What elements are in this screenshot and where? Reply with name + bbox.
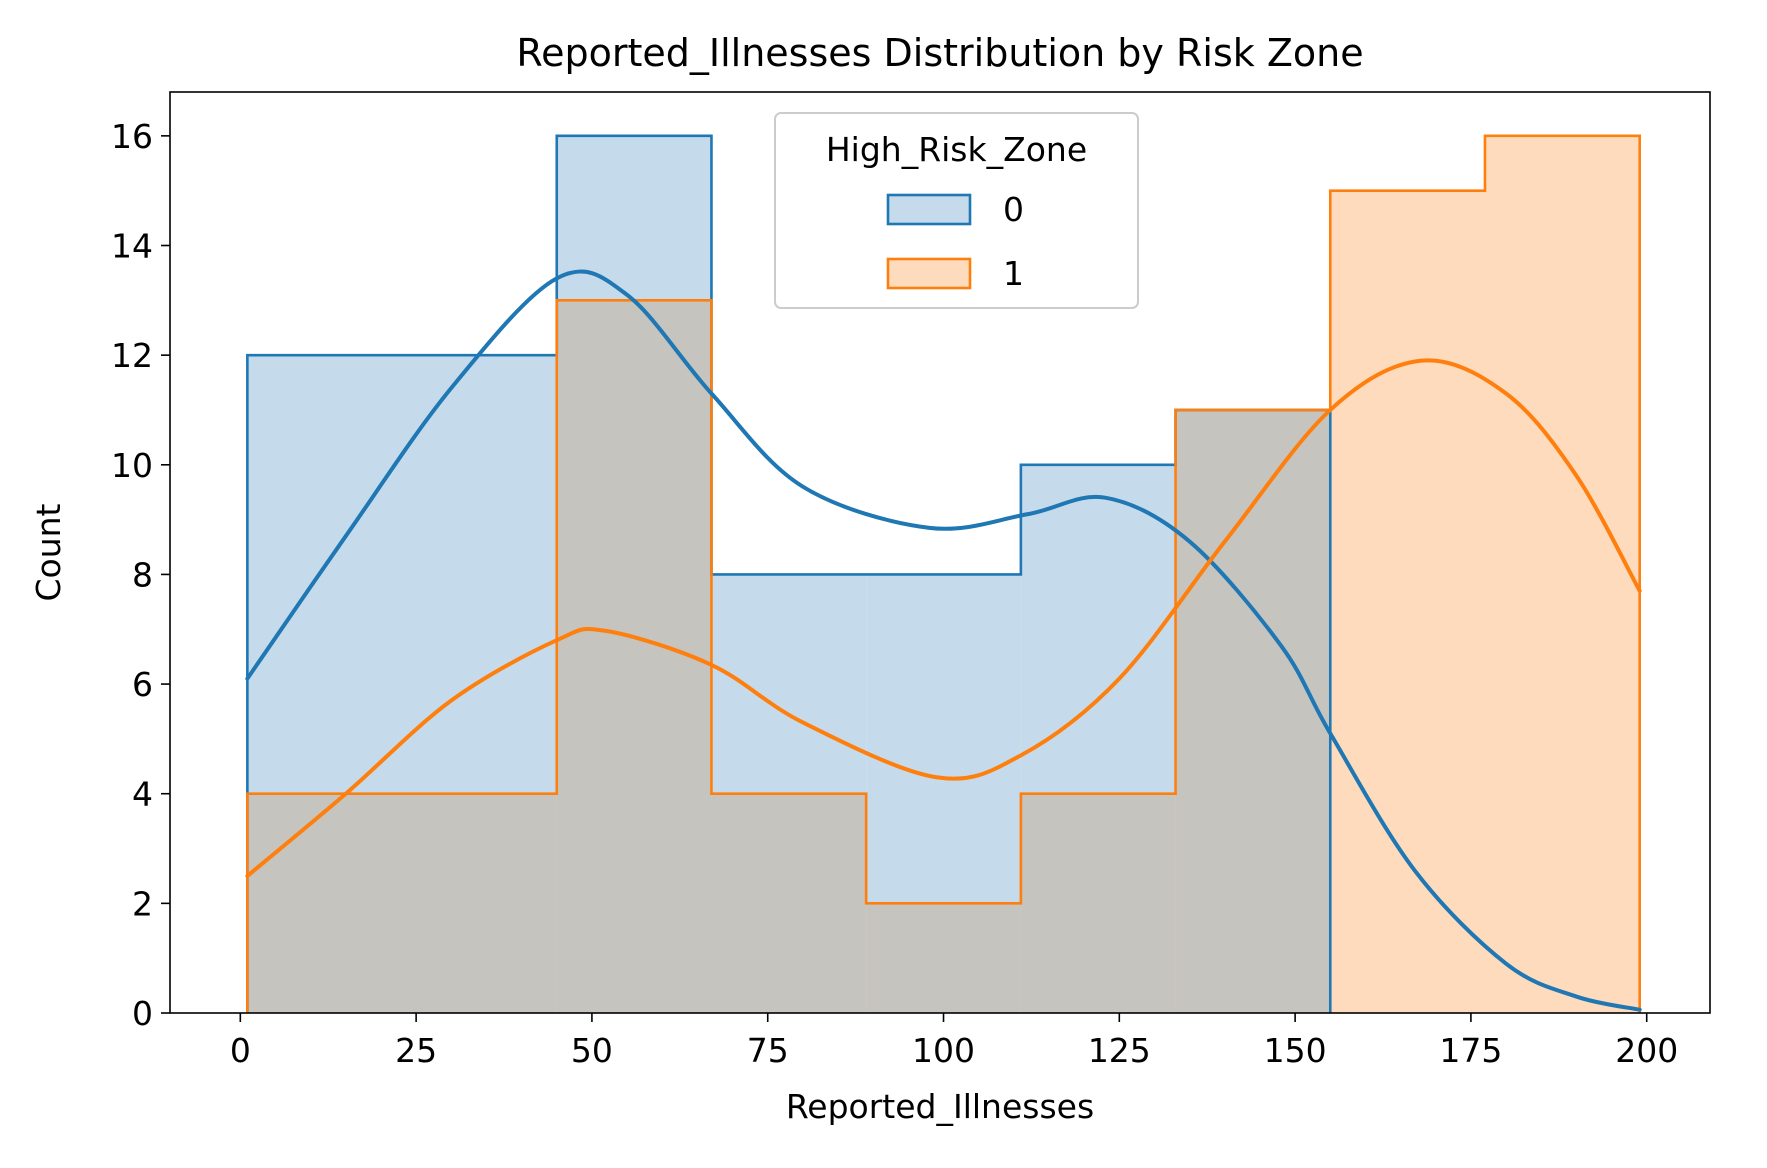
x-axis-ticks: 0 25 50 75 100 125 150 175 200 <box>230 1013 1678 1070</box>
bar-overlap-bin1 <box>556 300 712 1014</box>
legend-swatch-0 <box>886 193 972 226</box>
bar-overlap-bin3 <box>866 903 1021 1013</box>
bar-overlap-bin2 <box>711 793 867 1013</box>
y-axis-ticks: 0 2 4 6 8 10 12 14 16 <box>111 117 170 1033</box>
y-tick-label: 0 <box>132 994 153 1033</box>
hist-outline-series-1 <box>246 134 1641 1013</box>
x-tick-label: 25 <box>395 1031 437 1070</box>
x-tick-label: 75 <box>747 1031 789 1070</box>
y-tick-label: 2 <box>132 884 153 923</box>
y-axis-label: Count <box>29 503 68 601</box>
y-tick-label: 12 <box>111 336 153 375</box>
y-tick-label: 14 <box>111 227 153 266</box>
kde-curve-layer <box>245 269 1642 1012</box>
y-tick-label: 8 <box>132 555 153 594</box>
legend: High_Risk_Zone 01 <box>774 112 1139 309</box>
histogram-outline-layer <box>246 134 1641 1013</box>
legend-title: High_Risk_Zone <box>826 130 1087 169</box>
x-tick-label: 150 <box>1264 1031 1327 1070</box>
plot-area-frame <box>169 91 1711 1014</box>
legend-label-1: 1 <box>1003 254 1024 293</box>
x-axis-label: Reported_Illnesses <box>786 1087 1094 1126</box>
y-tick-label: 10 <box>111 446 153 485</box>
bar-overlap-bin5 <box>1175 409 1331 1013</box>
y-tick-label: 6 <box>132 665 153 704</box>
x-tick-label: 100 <box>912 1031 975 1070</box>
bar-fill-s1-bin7 <box>1484 135 1640 1013</box>
x-tick-label: 200 <box>1615 1031 1678 1070</box>
legend-label-0: 0 <box>1003 190 1024 229</box>
x-tick-label: 0 <box>230 1031 251 1070</box>
bar-overlap-bin4 <box>1020 793 1176 1013</box>
legend-entries: 01 <box>886 190 1024 293</box>
kde-curve-series-1 <box>245 358 1642 878</box>
kde-curve-series-0 <box>245 269 1642 1012</box>
x-tick-label: 175 <box>1439 1031 1502 1070</box>
y-tick-label: 16 <box>111 117 153 156</box>
bar-fill-s1-bin6 <box>1330 190 1485 1013</box>
chart-title: Reported_Illnesses Distribution by Risk … <box>516 31 1363 75</box>
x-tick-label: 50 <box>571 1031 613 1070</box>
bar-overlap-bin0 <box>247 793 557 1013</box>
y-tick-label: 4 <box>132 775 153 814</box>
x-tick-label: 125 <box>1088 1031 1151 1070</box>
legend-swatch-1 <box>886 257 972 290</box>
